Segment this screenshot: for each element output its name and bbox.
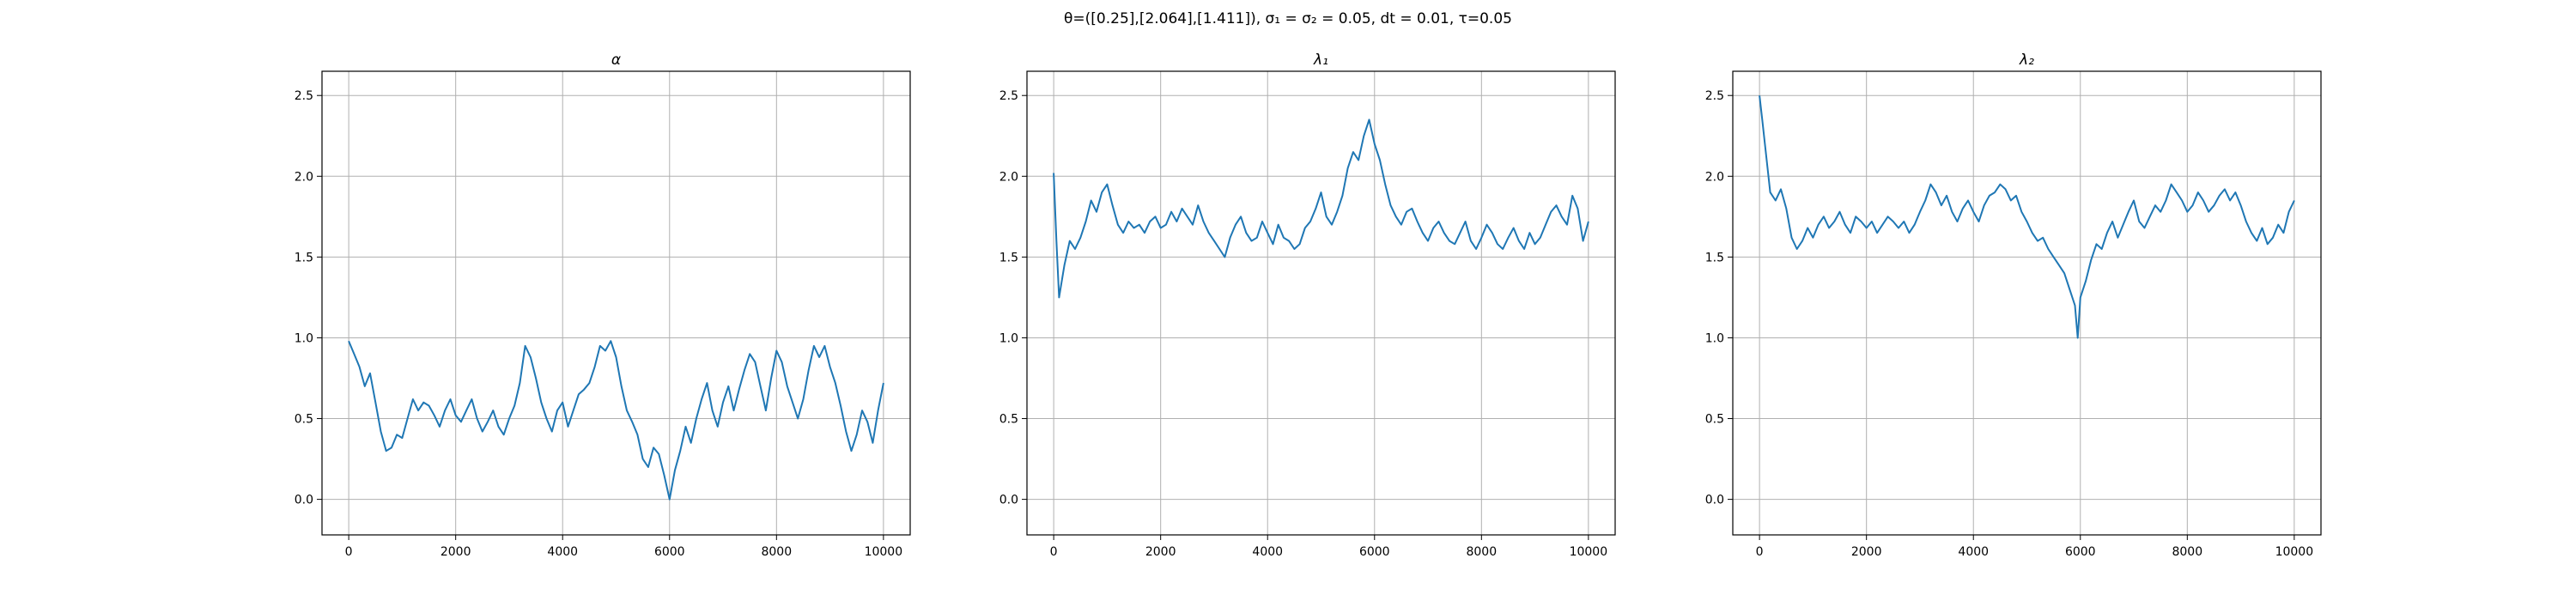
- y-tick-label: 0.0: [999, 494, 1018, 507]
- x-tick-label: 4000: [547, 545, 578, 559]
- x-tick-label: 0: [1050, 545, 1058, 559]
- series-line-lambda1: [1053, 118, 1589, 299]
- x-tick-label: 2000: [440, 545, 471, 559]
- y-tick-label: 0.0: [295, 494, 313, 507]
- x-tick-label: 10000: [2275, 545, 2314, 559]
- plot-frame-lambda1: [1026, 70, 1616, 536]
- y-tick-label: 0.5: [1705, 413, 1724, 427]
- y-tick-label: 1.0: [999, 331, 1018, 345]
- x-tick-label: 8000: [761, 545, 792, 559]
- x-tick-label: 10000: [865, 545, 903, 559]
- x-tick-label: 4000: [1252, 545, 1283, 559]
- y-tick-label: 1.0: [1705, 331, 1724, 345]
- y-axis-alpha: 0.0 0.5 1.0 1.5 2.0 2.5: [295, 89, 910, 507]
- x-tick-label: 0: [1756, 545, 1764, 559]
- y-axis-lambda2: 0.0 0.5 1.0 1.5 2.0 2.5: [1705, 89, 2321, 507]
- subplot-alpha: α 0 2000 4000 6000 8000 10000 0.0 0.5 1.0 1.5 2.0 2.…: [295, 52, 911, 559]
- x-tick-label: 10000: [1570, 545, 1608, 559]
- x-tick-label: 6000: [2065, 545, 2096, 559]
- x-axis-lambda2: 0 2000 4000 6000 8000 10000: [1756, 71, 2313, 559]
- y-tick-label: 2.5: [1705, 89, 1724, 103]
- y-tick-label: 2.5: [295, 89, 313, 103]
- plot-frame-alpha: [321, 70, 911, 536]
- x-tick-label: 8000: [2172, 545, 2202, 559]
- plot-frame-lambda2: [1732, 70, 2322, 536]
- x-tick-label: 6000: [1359, 545, 1390, 559]
- y-tick-label: 0.0: [1705, 494, 1724, 507]
- x-tick-label: 0: [345, 545, 353, 559]
- series-line-alpha: [348, 340, 884, 501]
- y-tick-label: 2.5: [999, 89, 1018, 103]
- y-axis-lambda1: 0.0 0.5 1.0 1.5 2.0 2.5: [999, 89, 1615, 507]
- y-tick-label: 0.5: [295, 413, 313, 427]
- x-axis-alpha: 0 2000 4000 6000 8000 10000: [345, 71, 902, 559]
- y-tick-label: 1.5: [999, 251, 1018, 264]
- y-tick-label: 2.0: [1705, 170, 1724, 184]
- subplot-title-lambda2: λ₂: [2019, 52, 2034, 69]
- subplots-group: α 0 2000 4000 6000 8000 10000 0.0 0.5 1.0 1.5 2.0 2.…: [295, 52, 2322, 559]
- x-tick-label: 4000: [1958, 545, 1989, 559]
- x-tick-label: 8000: [1466, 545, 1497, 559]
- subplot-title-alpha: α: [611, 52, 621, 69]
- y-tick-label: 2.0: [999, 170, 1018, 184]
- y-tick-label: 2.0: [295, 170, 313, 184]
- subplot-lambda1: λ₁ 0 2000 4000 6000 8000 10000 0.0 0.5 1.0 1.5 2.0 2…: [999, 52, 1616, 559]
- series-line-lambda2: [1759, 95, 2295, 339]
- y-tick-label: 1.5: [1705, 251, 1724, 264]
- y-tick-label: 1.0: [295, 331, 313, 345]
- y-tick-label: 1.5: [295, 251, 313, 264]
- x-tick-label: 2000: [1851, 545, 1882, 559]
- subplot-title-lambda1: λ₁: [1313, 52, 1328, 69]
- x-tick-label: 2000: [1145, 545, 1176, 559]
- figure-suptitle: θ=([0.25],[2.064],[1.411]), σ₁ = σ₂ = 0.…: [1064, 10, 1512, 27]
- y-tick-label: 0.5: [999, 413, 1018, 427]
- x-axis-lambda1: 0 2000 4000 6000 8000 10000: [1050, 71, 1607, 559]
- subplot-lambda2: λ₂ 0 2000 4000 6000 8000 10000 0.0 0.5 1.0 1.5 2.0 2…: [1705, 52, 2322, 559]
- x-tick-label: 6000: [654, 545, 685, 559]
